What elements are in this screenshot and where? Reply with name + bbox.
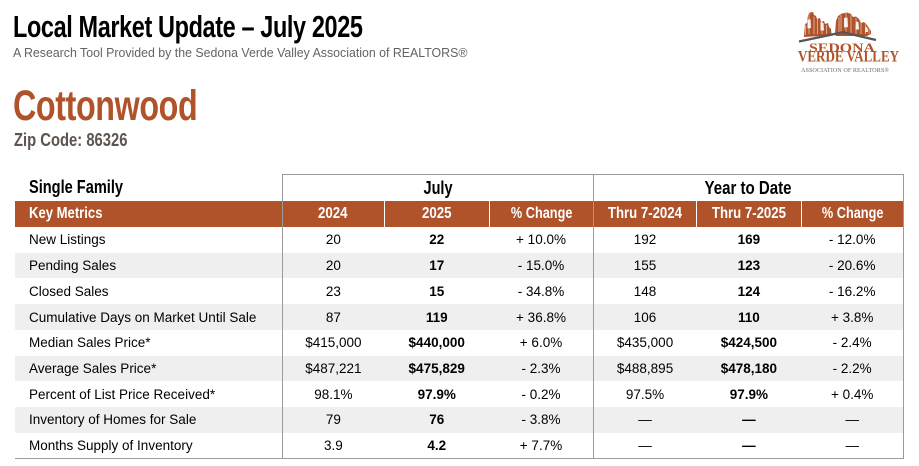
svg-text:ASSOCIATION OF REALTORS®: ASSOCIATION OF REALTORS® bbox=[801, 67, 889, 74]
svg-text:SEDONA: SEDONA bbox=[809, 40, 876, 55]
svg-text:VERDE VALLEY: VERDE VALLEY bbox=[798, 49, 899, 66]
